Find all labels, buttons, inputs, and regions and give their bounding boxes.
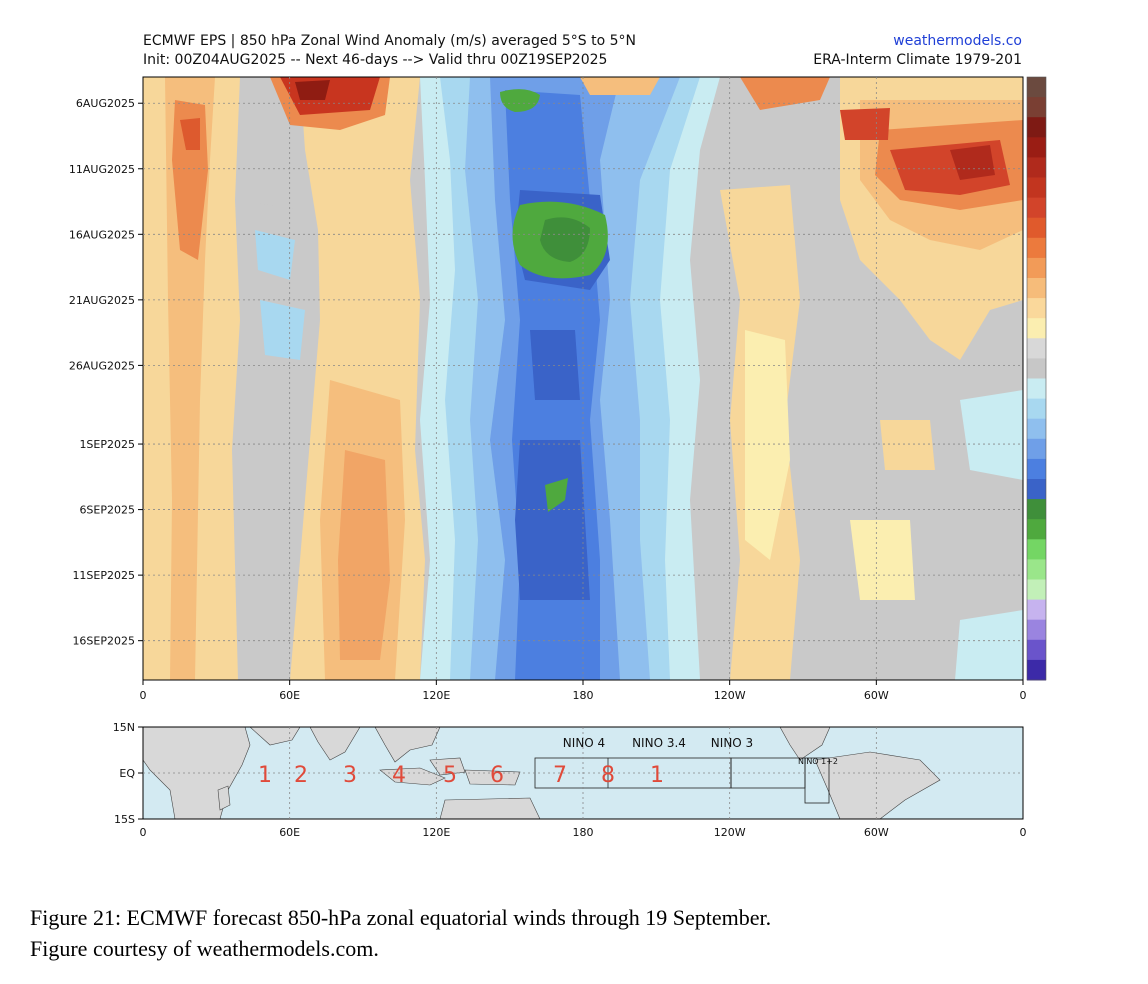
colorbar-swatch (1027, 619, 1046, 641)
x-tick-label: 0 (1020, 689, 1027, 702)
colorbar-swatch (1027, 77, 1046, 98)
colorbar-swatch (1027, 257, 1046, 279)
map-x-tick-label: 120E (422, 826, 450, 839)
colorbar-swatch (1027, 659, 1046, 681)
chart-title-line1: ECMWF EPS | 850 hPa Zonal Wind Anomaly (… (143, 33, 636, 49)
colorbar-swatch (1027, 358, 1046, 379)
colorbar-swatch (1027, 479, 1046, 500)
mjo-phase-label: 1 (650, 763, 664, 788)
region-map: 0 60E 120E 180 120W 60W 0 15N EQ 15S NINO 4 NINO 3.… (113, 721, 1027, 839)
colorbar-swatch (1027, 559, 1046, 580)
map-x-tick-label: 0 (1020, 826, 1027, 839)
hovmoller-chart: 0 60E 120E 180 120W 60W 0 6AUG202511AUG202516A… (69, 76, 1047, 839)
y-tick-label: 6SEP2025 (79, 504, 135, 517)
nino12-box (804, 757, 830, 804)
colorbar-swatch (1027, 318, 1046, 339)
map-y-tick-label: EQ (119, 767, 135, 780)
vertical-gridlines (289, 77, 877, 680)
colorbar-swatch (1027, 137, 1046, 158)
map-vertical-gridlines (289, 727, 877, 819)
map-x-tick-label: 120W (714, 826, 746, 839)
colorbar-swatch (1027, 278, 1046, 299)
y-axis-ticks: 6AUG2025 11AUG2025 16AUG2025 21AUG2025 26AUG… (69, 97, 143, 648)
mjo-phase-label: 4 (392, 763, 406, 788)
y-tick-label: 26AUG2025 (69, 359, 135, 372)
nino-region-label: NINO 4 (563, 736, 605, 750)
anomaly-field (143, 77, 1023, 680)
x-tick-label: 120E (422, 689, 450, 702)
colorbar-swatch (1027, 97, 1046, 118)
colorbar-swatch (1027, 177, 1046, 199)
y-tick-label: 16SEP2025 (72, 635, 135, 648)
caption-line2: Figure courtesy of weathermodels.com. (30, 936, 379, 961)
mjo-phase-label: 6 (490, 763, 504, 788)
x-tick-label: 180 (573, 689, 594, 702)
colorbar-swatch (1027, 499, 1046, 520)
colorbar-swatch (1027, 157, 1046, 178)
x-tick-label: 60E (279, 689, 300, 702)
y-tick-label: 11AUG2025 (69, 163, 135, 176)
y-tick-label: 16AUG2025 (69, 228, 135, 241)
y-tick-label: 11SEP2025 (72, 569, 135, 582)
x-tick-label: 60W (864, 689, 889, 702)
colorbar-swatch (1027, 539, 1046, 560)
map-x-tick-label: 180 (573, 826, 594, 839)
y-tick-label: 1SEP2025 (79, 438, 135, 451)
colorbar-swatch (1027, 519, 1046, 540)
mjo-phase-label: 5 (443, 763, 457, 788)
mjo-phase-label: 1 (258, 763, 272, 788)
site-credit: weathermodels.co (893, 33, 1022, 49)
colorbar-swatch (1027, 599, 1046, 621)
caption-line1: Figure 21: ECMWF forecast 850-hPa zonal … (30, 905, 772, 930)
mjo-phase-label: 8 (601, 763, 615, 788)
map-x-tick-label: 0 (140, 826, 147, 839)
chart-title-line2: Init: 00Z04AUG2025 -- Next 46-days --> V… (143, 52, 608, 68)
colorbar-swatch (1027, 639, 1046, 661)
nino-region-label: NINO 3.4 (632, 736, 686, 750)
colorbar-swatch (1027, 217, 1046, 239)
colorbar (1026, 76, 1047, 681)
horizontal-gridlines (143, 102, 1023, 642)
colorbar-swatch (1027, 237, 1046, 259)
mjo-phase-label: 3 (343, 763, 357, 788)
map-x-tick-label: 60E (279, 826, 300, 839)
colorbar-swatch (1027, 117, 1046, 138)
map-y-tick-label: 15S (114, 813, 135, 826)
x-axis-ticks: 0 60E 120E 180 120W 60W 0 (140, 680, 1027, 702)
mjo-phase-label: 2 (294, 763, 308, 788)
nino-region-label: NINO 3 (711, 736, 753, 750)
colorbar-swatch (1027, 438, 1046, 460)
colorbar-swatch (1027, 398, 1046, 420)
mjo-phase-label: 7 (553, 763, 567, 788)
nino-region-label: NINO 1+2 (798, 757, 838, 766)
colorbar-swatch (1027, 579, 1046, 601)
y-tick-label: 21AUG2025 (69, 294, 135, 307)
colorbar-swatch (1027, 378, 1046, 400)
colorbar-swatch (1027, 338, 1046, 359)
colorbar-swatch (1027, 298, 1046, 319)
y-tick-label: 6AUG2025 (76, 97, 135, 110)
colorbar-swatch (1027, 458, 1046, 480)
x-tick-label: 120W (714, 689, 746, 702)
climate-credit: ERA-Interm Climate 1979-201 (813, 52, 1022, 68)
map-y-tick-label: 15N (113, 721, 135, 734)
x-tick-label: 0 (140, 689, 147, 702)
colorbar-swatch (1027, 197, 1046, 219)
figure-caption: Figure 21: ECMWF forecast 850-hPa zonal … (30, 902, 771, 964)
map-land (143, 727, 941, 819)
colorbar-frame (1026, 76, 1047, 681)
map-x-tick-label: 60W (864, 826, 889, 839)
colorbar-swatch (1027, 418, 1046, 440)
map-labels: 0 60E 120E 180 120W 60W 0 15N EQ 15S NINO 4 NINO 3.… (113, 721, 1027, 839)
